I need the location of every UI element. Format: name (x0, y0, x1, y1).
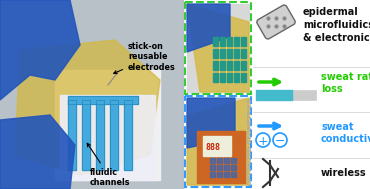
Text: OPTIMIZED GEOMETRIES: OPTIMIZED GEOMETRIES (249, 98, 253, 185)
Bar (220, 61, 225, 70)
Bar (187, 98, 249, 185)
Bar (0, 0, 183, 189)
Bar (185, 96, 251, 187)
Bar (213, 73, 218, 82)
Bar (187, 4, 249, 92)
Bar (234, 73, 239, 82)
Bar (210, 172, 215, 177)
Bar (55, 70, 160, 180)
Bar (220, 37, 225, 46)
Bar (231, 172, 236, 177)
Bar (224, 172, 229, 177)
Bar (224, 165, 229, 170)
Text: stick-on
reusable
electrodes: stick-on reusable electrodes (114, 42, 176, 74)
Bar (197, 131, 245, 183)
Bar (213, 37, 218, 46)
Bar (256, 90, 292, 100)
Bar (231, 158, 236, 163)
Bar (124, 100, 132, 170)
Polygon shape (187, 4, 249, 92)
Bar (96, 100, 104, 170)
Bar (241, 37, 246, 46)
Bar (210, 158, 215, 163)
Bar (234, 37, 239, 46)
Bar (227, 73, 232, 82)
Bar (68, 100, 76, 170)
Bar (234, 61, 239, 70)
Bar (124, 100, 132, 170)
Text: −: − (275, 135, 285, 148)
Text: sweat
conductivity: sweat conductivity (321, 122, 370, 144)
Bar (234, 49, 239, 58)
Bar (227, 61, 232, 70)
Bar (217, 158, 222, 163)
Bar (217, 165, 222, 170)
Bar (110, 100, 118, 170)
Bar (231, 165, 236, 170)
FancyBboxPatch shape (257, 5, 295, 39)
Polygon shape (0, 115, 75, 189)
Bar (68, 96, 138, 104)
Text: epidermal
microfluidics
& electronics: epidermal microfluidics & electronics (303, 7, 370, 43)
Bar (203, 136, 231, 156)
Bar (110, 100, 118, 170)
Bar (220, 73, 225, 82)
Bar (220, 49, 225, 58)
Bar (210, 165, 215, 170)
Bar (68, 96, 138, 104)
Polygon shape (15, 40, 160, 175)
Bar (96, 100, 104, 170)
Polygon shape (187, 4, 230, 52)
Bar (82, 100, 90, 170)
Text: fluidic
channels: fluidic channels (87, 143, 131, 187)
Bar (82, 100, 90, 170)
Bar (217, 172, 222, 177)
Text: wireless: wireless (321, 168, 367, 178)
Bar (227, 37, 232, 46)
Bar (256, 90, 316, 100)
Polygon shape (187, 98, 235, 148)
Text: +: + (258, 135, 268, 148)
Text: sweat rate &
loss: sweat rate & loss (321, 72, 370, 94)
Bar (241, 73, 246, 82)
Bar (227, 49, 232, 58)
Text: 888: 888 (205, 143, 220, 152)
Polygon shape (187, 98, 249, 185)
Bar (241, 49, 246, 58)
Bar (213, 61, 218, 70)
Bar (224, 158, 229, 163)
Polygon shape (0, 0, 80, 100)
Bar (68, 100, 76, 170)
Bar (241, 61, 246, 70)
Bar (185, 2, 251, 94)
Bar (213, 49, 218, 58)
Bar (60, 95, 155, 180)
